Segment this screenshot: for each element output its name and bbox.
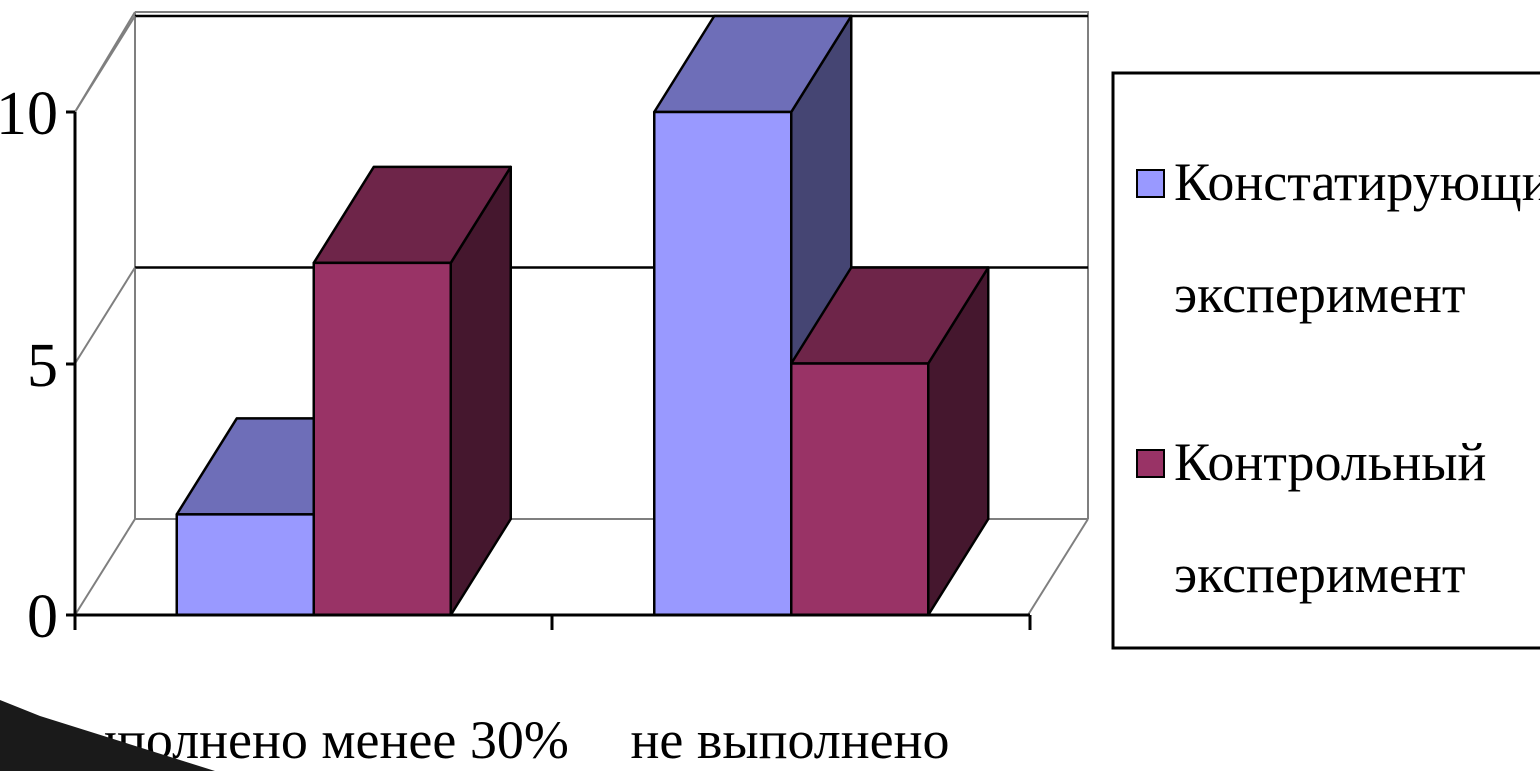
legend-box (1111, 71, 1540, 650)
y-tick-0: 0 (27, 583, 58, 651)
legend-swatch-0 (1136, 169, 1165, 198)
legend-label-1-line2: эксперимент (1174, 544, 1465, 604)
bar-1-1 (790, 266, 990, 617)
bar-0-1 (312, 165, 512, 617)
gridline-side-5 (74, 266, 136, 365)
y-tick-5: 5 (27, 332, 58, 400)
bar-front-0-1 (312, 261, 452, 617)
legend-label-0-line2: эксперимент (1174, 264, 1465, 324)
decorative-arrow-shape (0, 700, 215, 771)
bar-front-0-0 (175, 513, 315, 617)
gridline-side-10 (74, 15, 136, 113)
bars (175, 14, 990, 617)
y-tick-10: 10 (0, 80, 58, 148)
bar-front-1-0 (653, 110, 793, 617)
legend-label-0-line1: Констатирующий (1174, 152, 1540, 212)
axes (66, 110, 1032, 630)
legend-label-1-line1: Контрольный (1174, 432, 1486, 492)
bar-front-1-1 (790, 362, 930, 617)
x-category-label-1: не выполнено (630, 710, 949, 770)
legend: Констатирующий эксперимент Контрольный э… (1111, 71, 1540, 650)
legend-swatch-1 (1136, 449, 1165, 478)
